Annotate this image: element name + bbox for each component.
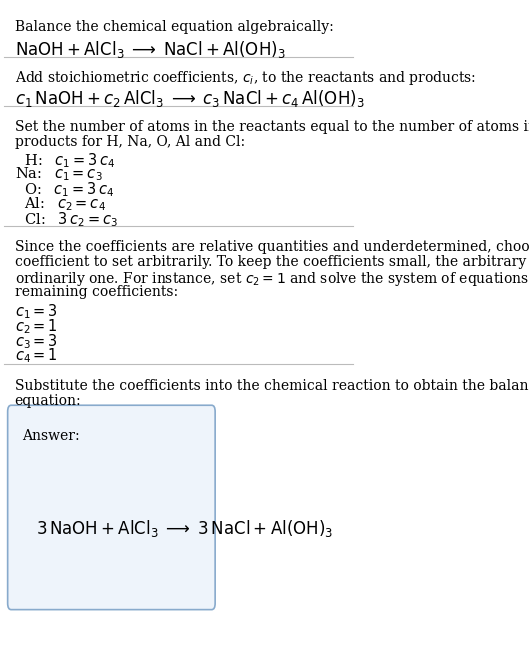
Text: $c_1\,\mathrm{NaOH} + c_2\,\mathrm{AlCl_3} \;\longrightarrow\; c_3\,\mathrm{NaCl: $c_1\,\mathrm{NaOH} + c_2\,\mathrm{AlCl_… (15, 89, 364, 109)
Text: Al: $\;\; c_2 = c_4$: Al: $\;\; c_2 = c_4$ (15, 195, 106, 213)
Text: equation:: equation: (15, 394, 81, 408)
Text: $\mathrm{NaOH + AlCl_3 \;\longrightarrow\; NaCl + Al(OH)_3}$: $\mathrm{NaOH + AlCl_3 \;\longrightarrow… (15, 39, 285, 60)
Text: ordinarily one. For instance, set $c_2 = 1$ and solve the system of equations fo: ordinarily one. For instance, set $c_2 =… (15, 270, 529, 288)
Text: Balance the chemical equation algebraically:: Balance the chemical equation algebraica… (15, 20, 333, 34)
Text: Since the coefficients are relative quantities and underdetermined, choose a: Since the coefficients are relative quan… (15, 241, 529, 254)
Text: Cl: $\;\; 3\,c_2 = c_3$: Cl: $\;\; 3\,c_2 = c_3$ (15, 210, 117, 228)
Text: coefficient to set arbitrarily. To keep the coefficients small, the arbitrary va: coefficient to set arbitrarily. To keep … (15, 255, 529, 269)
Text: Na: $\;\; c_1 = c_3$: Na: $\;\; c_1 = c_3$ (15, 166, 102, 184)
Text: $c_1 = 3$: $c_1 = 3$ (15, 302, 58, 321)
Text: remaining coefficients:: remaining coefficients: (15, 285, 178, 298)
Text: Set the number of atoms in the reactants equal to the number of atoms in the: Set the number of atoms in the reactants… (15, 120, 529, 135)
Text: Add stoichiometric coefficients, $c_i$, to the reactants and products:: Add stoichiometric coefficients, $c_i$, … (15, 69, 476, 87)
Text: O: $\;\; c_1 = 3\,c_4$: O: $\;\; c_1 = 3\,c_4$ (15, 181, 114, 199)
FancyBboxPatch shape (7, 405, 215, 609)
Text: H: $\;\; c_1 = 3\,c_4$: H: $\;\; c_1 = 3\,c_4$ (15, 151, 115, 170)
Text: $c_3 = 3$: $c_3 = 3$ (15, 332, 58, 351)
Text: products for H, Na, O, Al and Cl:: products for H, Na, O, Al and Cl: (15, 135, 245, 149)
Text: $3\,\mathrm{NaOH + AlCl_3} \;\longrightarrow\; 3\,\mathrm{NaCl + Al(OH)_3}$: $3\,\mathrm{NaOH + AlCl_3} \;\longrighta… (35, 518, 333, 540)
Text: Substitute the coefficients into the chemical reaction to obtain the balanced: Substitute the coefficients into the che… (15, 379, 529, 393)
Text: $c_4 = 1$: $c_4 = 1$ (15, 347, 58, 365)
Text: $c_2 = 1$: $c_2 = 1$ (15, 317, 58, 336)
Text: Answer:: Answer: (22, 429, 79, 443)
